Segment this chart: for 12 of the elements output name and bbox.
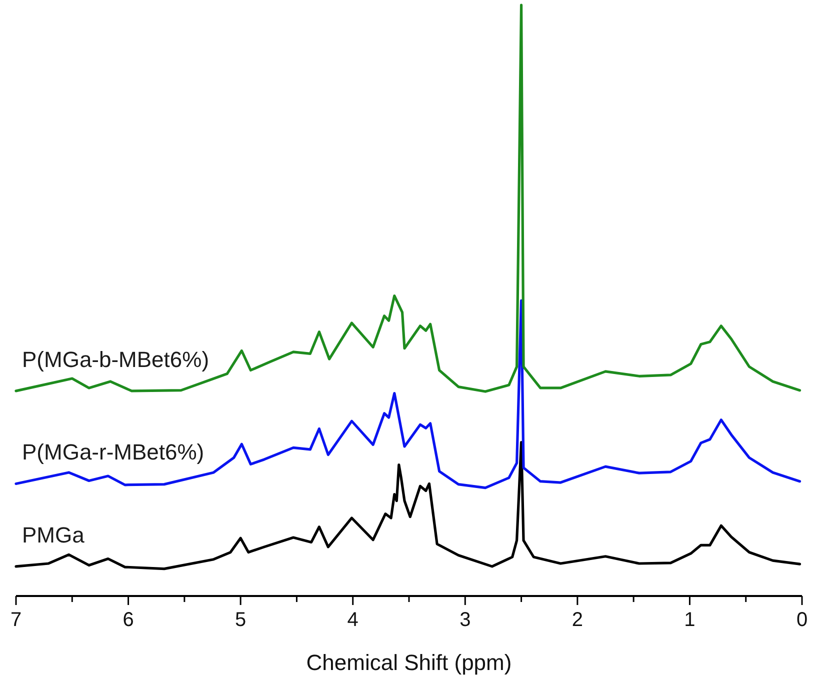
x-tick-label: 4 — [347, 609, 358, 631]
series-label: P(MGa-r-MBet6%) — [22, 440, 204, 465]
x-tick-label: 7 — [10, 609, 22, 631]
x-tick-label: 3 — [460, 609, 471, 631]
x-tick-label: 2 — [572, 609, 583, 631]
series-label: P(MGa-b-MBet6%) — [22, 346, 210, 372]
x-tick-label: 1 — [684, 609, 696, 631]
series-label: PMGa — [22, 522, 86, 548]
x-axis-title: Chemical Shift (ppm) — [306, 650, 512, 675]
x-tick-label: 5 — [235, 609, 246, 631]
x-tick-label: 6 — [122, 609, 134, 631]
x-tick-label: 0 — [796, 609, 808, 631]
